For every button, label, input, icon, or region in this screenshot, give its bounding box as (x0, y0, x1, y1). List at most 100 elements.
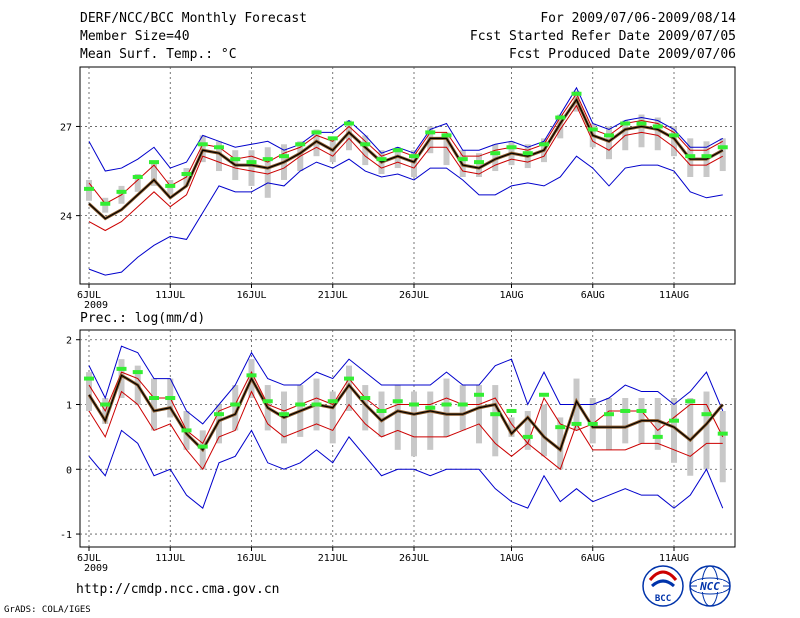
spread-bar (264, 147, 271, 198)
spread-bar (411, 391, 417, 457)
observed-marker (84, 376, 94, 381)
lower-spread-line (88, 104, 723, 232)
observed-marker (555, 115, 566, 120)
x-tick-label: 1AUG (499, 290, 523, 301)
y-tick-label: 1 (66, 400, 72, 411)
observed-marker (311, 130, 322, 135)
ncc-logo: NCC (689, 565, 731, 607)
forecast-period: For 2009/07/06-2009/08/14 (540, 11, 736, 26)
upper-spread-line (88, 92, 723, 205)
spread-bar (557, 114, 564, 139)
observed-marker (246, 373, 257, 378)
observed-marker (279, 154, 289, 159)
bcc-logo-text: BCC (655, 594, 671, 604)
observed-marker (409, 154, 419, 159)
x-tick-label: 26JUL (399, 553, 429, 564)
grads-credit: GrADS: COLA/IGES (4, 605, 91, 615)
website-url[interactable]: http://cmdp.ncc.cma.gov.cn (76, 582, 280, 597)
observed-marker (555, 425, 566, 430)
spread-bar (232, 385, 239, 431)
observed-marker (636, 121, 647, 126)
upper-spread-line (88, 370, 724, 445)
ensemble-max-line (88, 86, 723, 172)
ncc-logo-text: NCC (699, 580, 720, 593)
year-label: 2009 (84, 300, 108, 311)
spread-bar (508, 417, 515, 437)
spread-bar (654, 398, 661, 450)
precipitation-panel: 6JUL 11JUL 16JUL 21JUL 26JUL 1AUG 6AUG 11AUG 200… (60, 311, 736, 574)
observed-marker (441, 133, 452, 138)
observed-marker (376, 157, 387, 162)
observed-marker (425, 130, 436, 135)
observed-marker (490, 412, 501, 417)
ensemble-mean-line (88, 98, 724, 220)
observed-marker (604, 412, 614, 417)
observed-marker (197, 142, 208, 147)
observed-marker (116, 189, 127, 194)
observed-marker (701, 412, 712, 417)
spread-bar (134, 174, 141, 192)
observed-marker (636, 408, 647, 413)
observed-marker (669, 133, 679, 138)
observed-marker (457, 402, 468, 407)
y-tick-label: 2 (66, 336, 72, 347)
observed-marker (149, 396, 159, 401)
spread-bar (216, 404, 222, 444)
spread-bar (329, 391, 336, 444)
spread-bar (216, 141, 222, 172)
observed-marker (392, 399, 403, 404)
spread-bar (492, 385, 499, 457)
observed-marker (717, 431, 728, 436)
x-tick-label: 21JUL (318, 290, 348, 301)
observed-marker (490, 151, 501, 156)
observed-marker (392, 148, 403, 153)
observed-marker (539, 142, 549, 147)
observed-marker (669, 418, 679, 423)
observed-marker (165, 183, 176, 188)
spread-bar (443, 132, 450, 166)
observed-marker (165, 396, 176, 401)
spread-bar (654, 117, 661, 151)
spread-bar (394, 385, 401, 450)
observed-marker (246, 160, 257, 165)
observed-marker (149, 160, 159, 165)
spread-bar (476, 153, 482, 177)
ensemble-mean-line (88, 374, 724, 451)
lower-spread-line (88, 390, 723, 471)
spread-bar (427, 391, 434, 450)
spread-bar (719, 410, 726, 483)
observed-marker (214, 412, 224, 417)
x-tick-label: 6JUL (77, 290, 101, 301)
observed-marker (230, 402, 241, 407)
observed-marker (295, 142, 306, 147)
observed-marker (132, 174, 143, 179)
observed-marker (376, 408, 387, 413)
x-tick-label: 11JUL (155, 290, 185, 301)
spread-bar (687, 398, 694, 476)
observed-marker (604, 133, 614, 138)
spread-bar (622, 398, 629, 444)
spread-bar (671, 126, 677, 157)
observed-marker (522, 434, 533, 439)
observed-marker (506, 145, 517, 150)
bcc-logo: BCC (642, 565, 684, 607)
plot-frame (79, 329, 736, 548)
observed-marker (409, 402, 419, 407)
observed-marker (327, 136, 338, 141)
observed-marker (100, 402, 111, 407)
observed-marker (685, 154, 696, 159)
spread-bar (362, 135, 369, 166)
observed-marker (441, 402, 452, 407)
observed-marker (701, 154, 712, 159)
spread-bar (346, 365, 352, 411)
spread-bar (671, 398, 677, 463)
spread-bar (541, 404, 547, 457)
observed-marker (522, 151, 533, 156)
observed-marker (344, 121, 354, 126)
temperature-panel: 6JUL 11JUL 16JUL 21JUL 26JUL 1AUG 6AUG 11AUG 200… (60, 66, 736, 311)
x-tick-label: 16JUL (236, 290, 266, 301)
observed-marker (279, 412, 289, 417)
observed-marker (181, 428, 192, 433)
x-tick-label: 11AUG (659, 290, 689, 301)
